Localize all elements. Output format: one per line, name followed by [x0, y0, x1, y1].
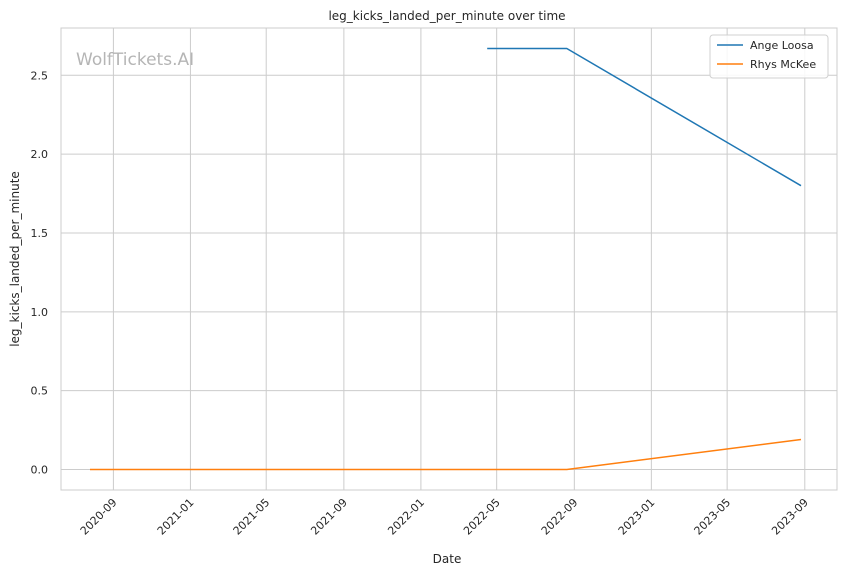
y-tick-label: 1.5: [31, 227, 49, 240]
y-tick-label: 0.5: [31, 385, 49, 398]
series-line-rhys-mckee: [90, 438, 802, 471]
y-tick-label: 2.5: [31, 69, 49, 82]
y-tick-label: 2.0: [31, 148, 49, 161]
chart-title: leg_kicks_landed_per_minute over time: [328, 9, 565, 23]
grid: [61, 28, 837, 490]
y-tick-label: 0.0: [31, 464, 49, 477]
series-lines: [90, 47, 802, 471]
y-axis-label: leg_kicks_landed_per_minute: [8, 171, 22, 347]
x-axis-label: Date: [433, 552, 462, 566]
series-line-ange-loosa: [487, 47, 802, 187]
legend-label: Ange Loosa: [750, 39, 814, 52]
legend: Ange Loosa Rhys McKee: [709, 34, 829, 79]
watermark: WolfTickets.AI: [76, 50, 194, 70]
y-tick-label: 1.0: [31, 306, 49, 319]
plot-area: [60, 27, 838, 491]
legend-label: Rhys McKee: [750, 58, 816, 71]
